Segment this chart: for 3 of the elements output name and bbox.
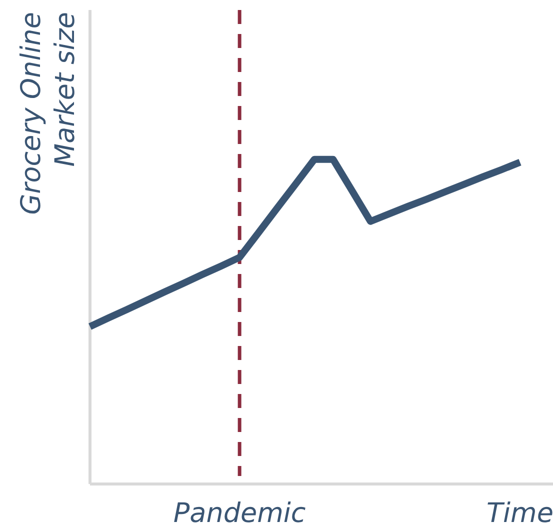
y-axis-title: Grocery Online Market size bbox=[16, 12, 81, 215]
x-tick-label: Time bbox=[486, 498, 553, 529]
x-tick-label: Pandemic bbox=[173, 498, 306, 529]
